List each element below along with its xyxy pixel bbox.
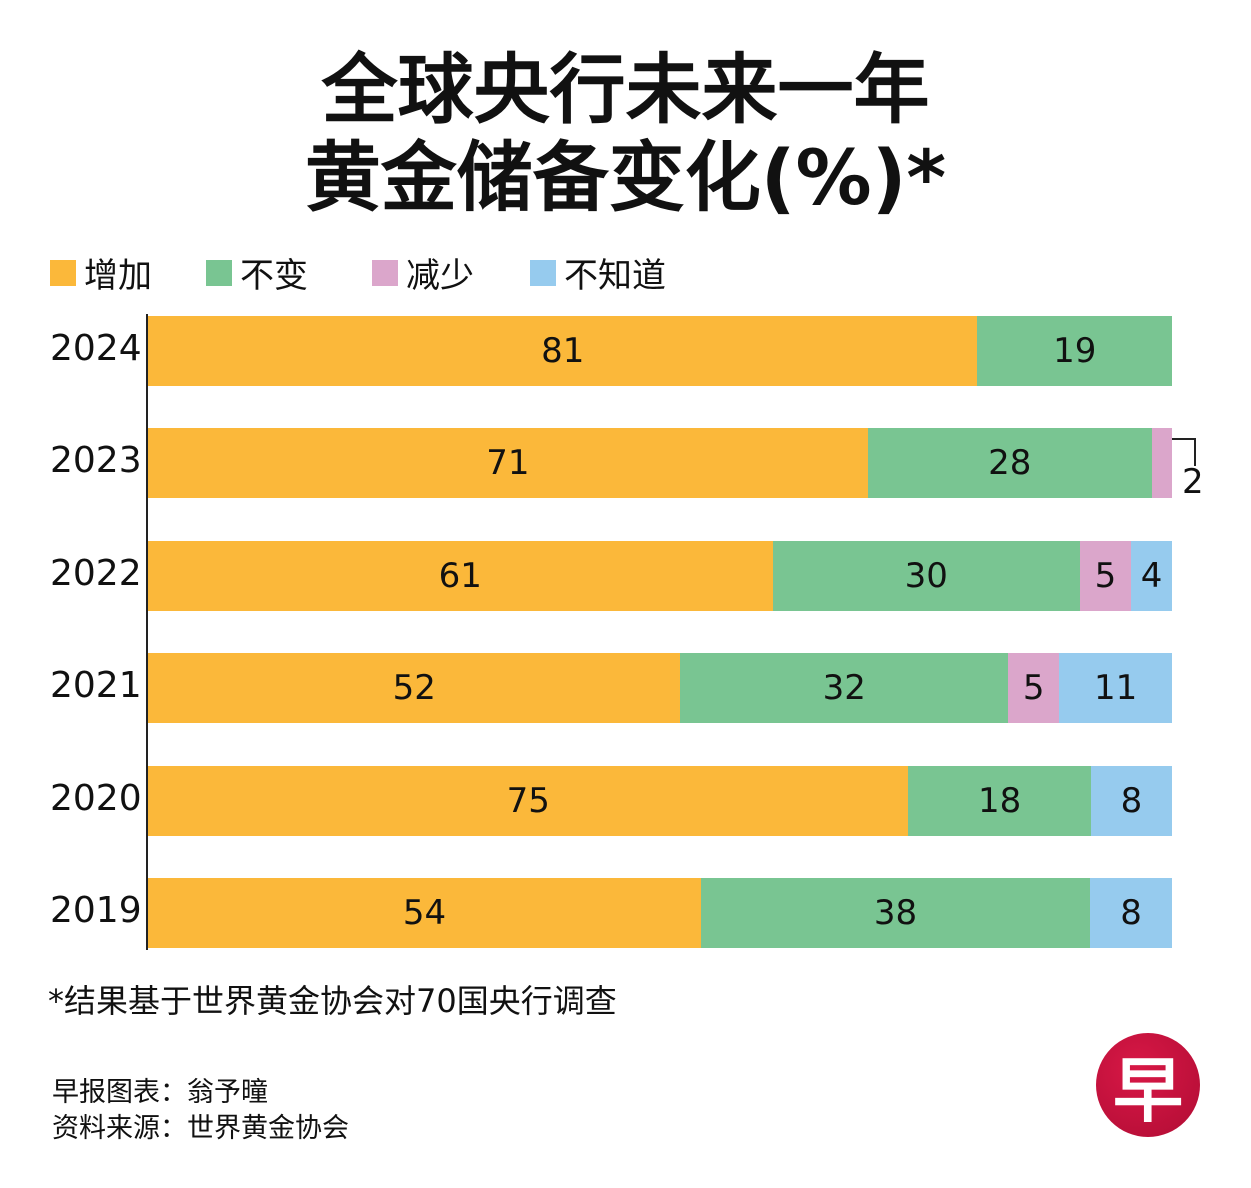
y-tick-label: 2021 — [50, 665, 142, 707]
source-credit: 资料来源：世界黄金协会 — [52, 1113, 349, 1144]
data-label: 38 — [873, 893, 918, 933]
data-label: 19 — [1053, 331, 1097, 371]
chart-title-line-1: 全球央行未来一年 — [321, 45, 930, 134]
y-tick-label: 2024 — [50, 328, 142, 369]
data-label: 32 — [822, 668, 866, 709]
data-label: 5 — [1094, 555, 1117, 596]
data-label: 75 — [506, 780, 550, 821]
legend-label: 减少 — [406, 256, 474, 296]
chart-title-line-2: 黄金储备变化(%)* — [304, 133, 947, 222]
data-label: 18 — [978, 780, 1022, 821]
bar-segment — [1151, 428, 1172, 499]
legend-label: 不知道 — [564, 256, 666, 296]
bar-segment: 54 — [148, 878, 701, 948]
data-label: 2 — [1182, 462, 1204, 503]
data-label: 54 — [402, 893, 447, 933]
data-label: 4 — [1140, 555, 1163, 596]
legend-item: 不知道 — [530, 248, 666, 297]
bar-segment: 8 — [1090, 878, 1172, 948]
bar-segment: 5 — [1079, 540, 1132, 611]
legend-item: 减少 — [372, 248, 474, 297]
bar-segment: 38 — [700, 878, 1091, 948]
legend-item: 不变 — [206, 248, 308, 297]
bar-segment: 81 — [148, 316, 978, 386]
data-label: 81 — [541, 331, 585, 371]
bar-segment: 5 — [1008, 653, 1060, 724]
bar-segment: 11 — [1059, 653, 1172, 724]
data-label: 8 — [1120, 780, 1143, 821]
y-tick-label: 2020 — [50, 777, 142, 819]
bar-segment: 30 — [772, 540, 1080, 611]
bar-segment: 8 — [1090, 765, 1172, 836]
bar-segment: 19 — [977, 316, 1172, 386]
bar-segment: 71 — [148, 428, 868, 499]
data-label: 5 — [1022, 668, 1045, 709]
y-tick-label: 2023 — [50, 440, 142, 482]
bar-segment: 75 — [148, 765, 909, 836]
legend-swatch — [206, 259, 232, 286]
data-label: 71 — [486, 443, 530, 484]
data-label: 61 — [438, 555, 482, 596]
legend-swatch — [50, 259, 76, 286]
bar-segment: 61 — [148, 540, 773, 611]
legend-label: 增加 — [84, 256, 152, 296]
y-tick-label: 2019 — [50, 890, 142, 931]
y-tick-label: 2022 — [50, 552, 142, 594]
legend-item: 增加 — [50, 248, 152, 297]
bar-segment: 4 — [1131, 540, 1172, 611]
graphic-credit: 早报图表：翁予曈 — [52, 1077, 268, 1108]
legend-swatch — [372, 259, 398, 286]
y-axis-line — [146, 314, 148, 950]
bar-segment: 52 — [148, 653, 681, 724]
bar-segment: 28 — [867, 428, 1152, 499]
label-leader-line — [1170, 438, 1196, 467]
bar-segment: 32 — [680, 653, 1009, 724]
bar-segment: 18 — [908, 765, 1091, 836]
zaobao-logo: 早 — [1096, 1033, 1200, 1137]
data-label: 28 — [988, 443, 1032, 484]
data-label: 30 — [904, 555, 948, 596]
data-label: 11 — [1094, 668, 1138, 709]
legend-swatch — [530, 259, 556, 286]
data-label: 8 — [1120, 893, 1142, 933]
legend-label: 不变 — [240, 256, 308, 296]
data-label: 52 — [392, 668, 436, 709]
footnote: *结果基于世界黄金协会对70国央行调查 — [48, 982, 617, 1020]
